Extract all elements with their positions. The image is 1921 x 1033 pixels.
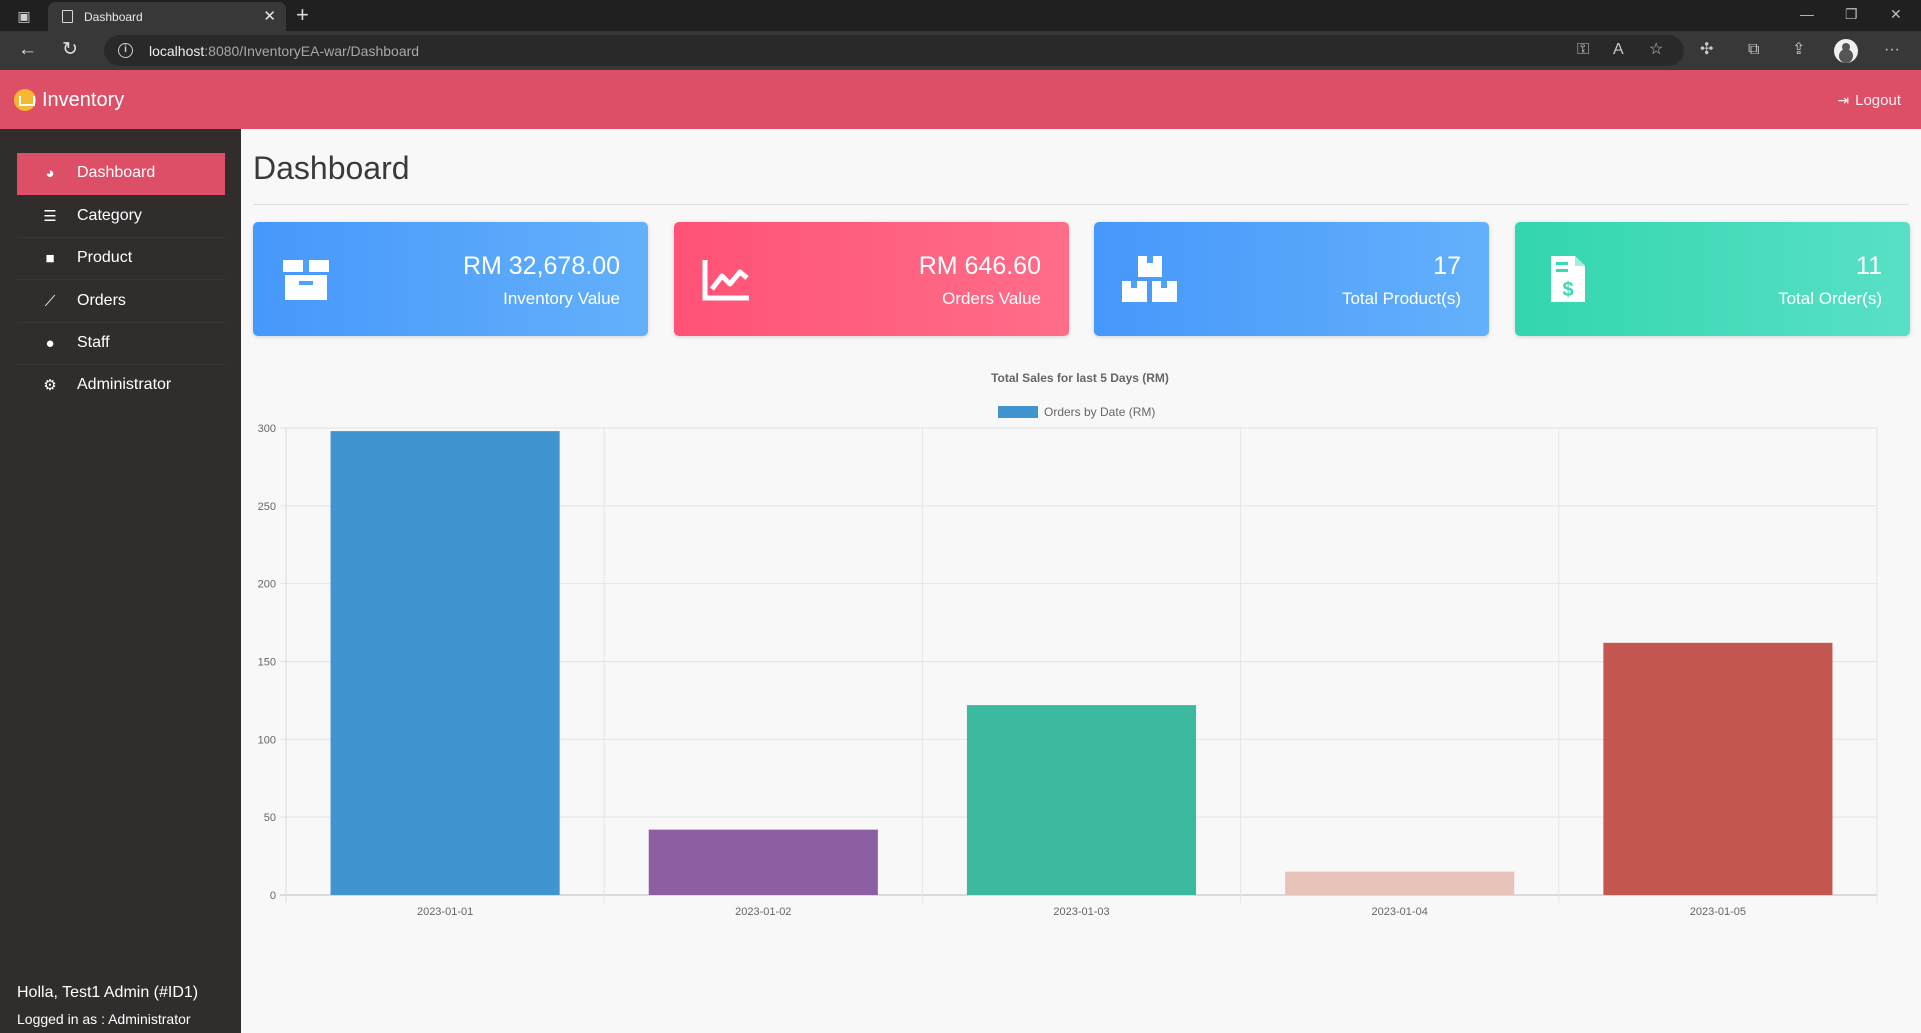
url-text: localhost:8080/InventoryEA-war/Dashboard	[149, 43, 420, 59]
chart-y-axis: 0 50 100 150 200 250 300	[258, 423, 276, 902]
y-tick-label: 300	[258, 423, 276, 435]
tab-actions-icon[interactable]: ▣	[17, 8, 31, 24]
svg-text:$: $	[1562, 279, 1573, 301]
y-tick-label: 0	[270, 890, 276, 902]
sidebar: ◕ Dashboard ☰ Category ■ Product ⟋ Order…	[0, 129, 241, 1033]
new-tab-icon[interactable]: +	[296, 2, 309, 27]
sidebar-item-staff[interactable]: ● Staff	[17, 323, 225, 365]
gauge-icon: ◕	[45, 165, 55, 182]
inventory-logo-icon	[14, 89, 36, 111]
user-cog-icon: ⚙	[43, 377, 57, 394]
box-icon	[283, 260, 329, 300]
page-title: Dashboard	[253, 150, 410, 186]
trend-chart-icon	[702, 260, 749, 301]
sidebar-item-dashboard[interactable]: ◕ Dashboard	[17, 153, 225, 195]
user-icon: ●	[45, 335, 55, 352]
x-tick-label: 2023-01-04	[1372, 906, 1428, 918]
y-tick-label: 100	[258, 734, 276, 746]
card-label: Total Order(s)	[1778, 289, 1882, 308]
refresh-icon[interactable]: ↻	[62, 39, 78, 60]
sidebar-item-label: Category	[77, 207, 142, 224]
browser-tab-bar: ▣ Dashboard ✕ + — ❐ ✕	[0, 0, 1921, 31]
sidebar-item-category[interactable]: ☰ Category	[17, 196, 225, 238]
extensions-icon[interactable]: ✣	[1700, 41, 1714, 58]
sidebar-item-label: Dashboard	[77, 164, 156, 181]
chart-bars	[330, 431, 1833, 895]
restore-icon[interactable]: ❐	[1845, 6, 1858, 22]
x-tick-label: 2023-01-01	[417, 906, 473, 918]
sales-bar-chart: Total Sales for last 5 Days (RM) Orders …	[258, 371, 1878, 918]
sidebar-item-label: Orders	[77, 292, 126, 309]
card-value: RM 32,678.00	[462, 252, 620, 280]
card-total-products[interactable]: 17 Total Product(s)	[1094, 222, 1489, 336]
sidebar-item-label: Administrator	[77, 376, 172, 393]
brand-title[interactable]: Inventory	[42, 89, 125, 111]
minimize-icon[interactable]: —	[1800, 6, 1814, 22]
x-tick-label: 2023-01-05	[1690, 906, 1746, 918]
url-field[interactable]: i localhost:8080/InventoryEA-war/Dashboa…	[104, 35, 1684, 66]
page-icon	[62, 10, 73, 23]
chart-bar[interactable]	[1285, 871, 1515, 895]
title-divider	[253, 204, 1909, 205]
list-icon: ☰	[43, 208, 57, 225]
logout-icon: ⇥	[1837, 92, 1850, 108]
card-value: 17	[1433, 252, 1461, 280]
x-tick-label: 2023-01-02	[735, 906, 791, 918]
x-tick-label: 2023-01-03	[1053, 906, 1109, 918]
chart-bar[interactable]	[1603, 642, 1833, 895]
sidebar-item-label: Staff	[77, 334, 110, 351]
favorite-icon[interactable]: ☆	[1649, 41, 1664, 58]
card-total-orders[interactable]: $ 11 Total Order(s)	[1515, 222, 1910, 336]
card-value: RM 646.60	[918, 252, 1041, 280]
chart-bar[interactable]	[330, 431, 560, 895]
logged-in-role: Logged in as : Administrator	[17, 1011, 191, 1027]
card-label: Inventory Value	[503, 289, 620, 308]
card-inventory-value[interactable]: RM 32,678.00 Inventory Value	[253, 222, 648, 336]
card-label: Total Product(s)	[1341, 289, 1461, 308]
tab-title: Dashboard	[84, 10, 143, 24]
sidebar-item-administrator[interactable]: ⚙ Administrator	[17, 365, 225, 407]
browser-tab[interactable]: Dashboard ✕	[48, 2, 286, 31]
tab-close-icon[interactable]: ✕	[263, 8, 276, 25]
user-greeting: Holla, Test1 Admin (#ID1)	[17, 984, 199, 1001]
close-window-icon[interactable]: ✕	[1890, 6, 1902, 22]
y-tick-label: 150	[258, 657, 276, 669]
y-tick-label: 50	[264, 812, 276, 824]
profile-avatar[interactable]	[1834, 39, 1858, 63]
back-icon[interactable]: ←	[18, 39, 37, 60]
card-label: Orders Value	[942, 289, 1041, 308]
card-orders-value[interactable]: RM 646.60 Orders Value	[674, 222, 1069, 336]
chart-title: Total Sales for last 5 Days (RM)	[991, 371, 1169, 385]
app-navbar: Inventory ⇥ Logout	[0, 70, 1921, 129]
card-value: 11	[1856, 252, 1882, 280]
box-icon: ■	[45, 250, 55, 267]
legend-label[interactable]: Orders by Date (RM)	[1044, 405, 1155, 419]
key-icon[interactable]: ⚿	[1577, 41, 1590, 58]
share-icon[interactable]: ⇪	[1792, 41, 1806, 58]
address-bar-row: ← ↻ i localhost:8080/InventoryEA-war/Das…	[0, 31, 1921, 70]
read-aloud-icon[interactable]: A	[1613, 41, 1624, 58]
site-info-icon[interactable]: i	[118, 43, 133, 58]
chart-bar[interactable]	[966, 705, 1197, 895]
line-chart-icon: ⟋	[44, 293, 56, 310]
legend-swatch[interactable]	[998, 406, 1038, 418]
collections-icon[interactable]: ⧉	[1748, 41, 1760, 58]
invoice-dollar-icon: $	[1551, 256, 1585, 302]
logout-link[interactable]: ⇥ Logout	[1837, 92, 1901, 109]
boxes-icon	[1122, 256, 1177, 302]
y-tick-label: 250	[258, 501, 276, 513]
chart-bar[interactable]	[648, 829, 878, 895]
y-tick-label: 200	[258, 579, 276, 591]
sidebar-item-orders[interactable]: ⟋ Orders	[17, 281, 225, 323]
sidebar-item-product[interactable]: ■ Product	[17, 238, 225, 280]
sidebar-item-label: Product	[77, 249, 133, 266]
chart-x-axis: 2023-01-01 2023-01-02 2023-01-03 2023-01-04…	[417, 906, 1746, 918]
more-icon[interactable]: ···	[1884, 41, 1900, 58]
